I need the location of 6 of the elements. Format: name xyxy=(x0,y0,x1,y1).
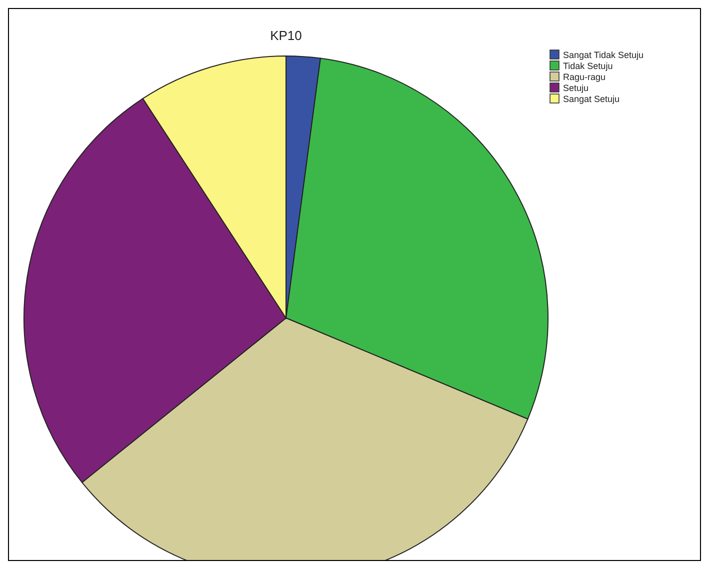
legend-label: Sangat Tidak Setuju xyxy=(563,50,644,60)
chart-title: KP10 xyxy=(270,28,302,43)
legend-label: Setuju xyxy=(563,83,589,93)
legend-label: Tidak Setuju xyxy=(563,61,613,71)
legend-label: Ragu-ragu xyxy=(563,72,606,82)
legend-label: Sangat Setuju xyxy=(563,94,620,104)
